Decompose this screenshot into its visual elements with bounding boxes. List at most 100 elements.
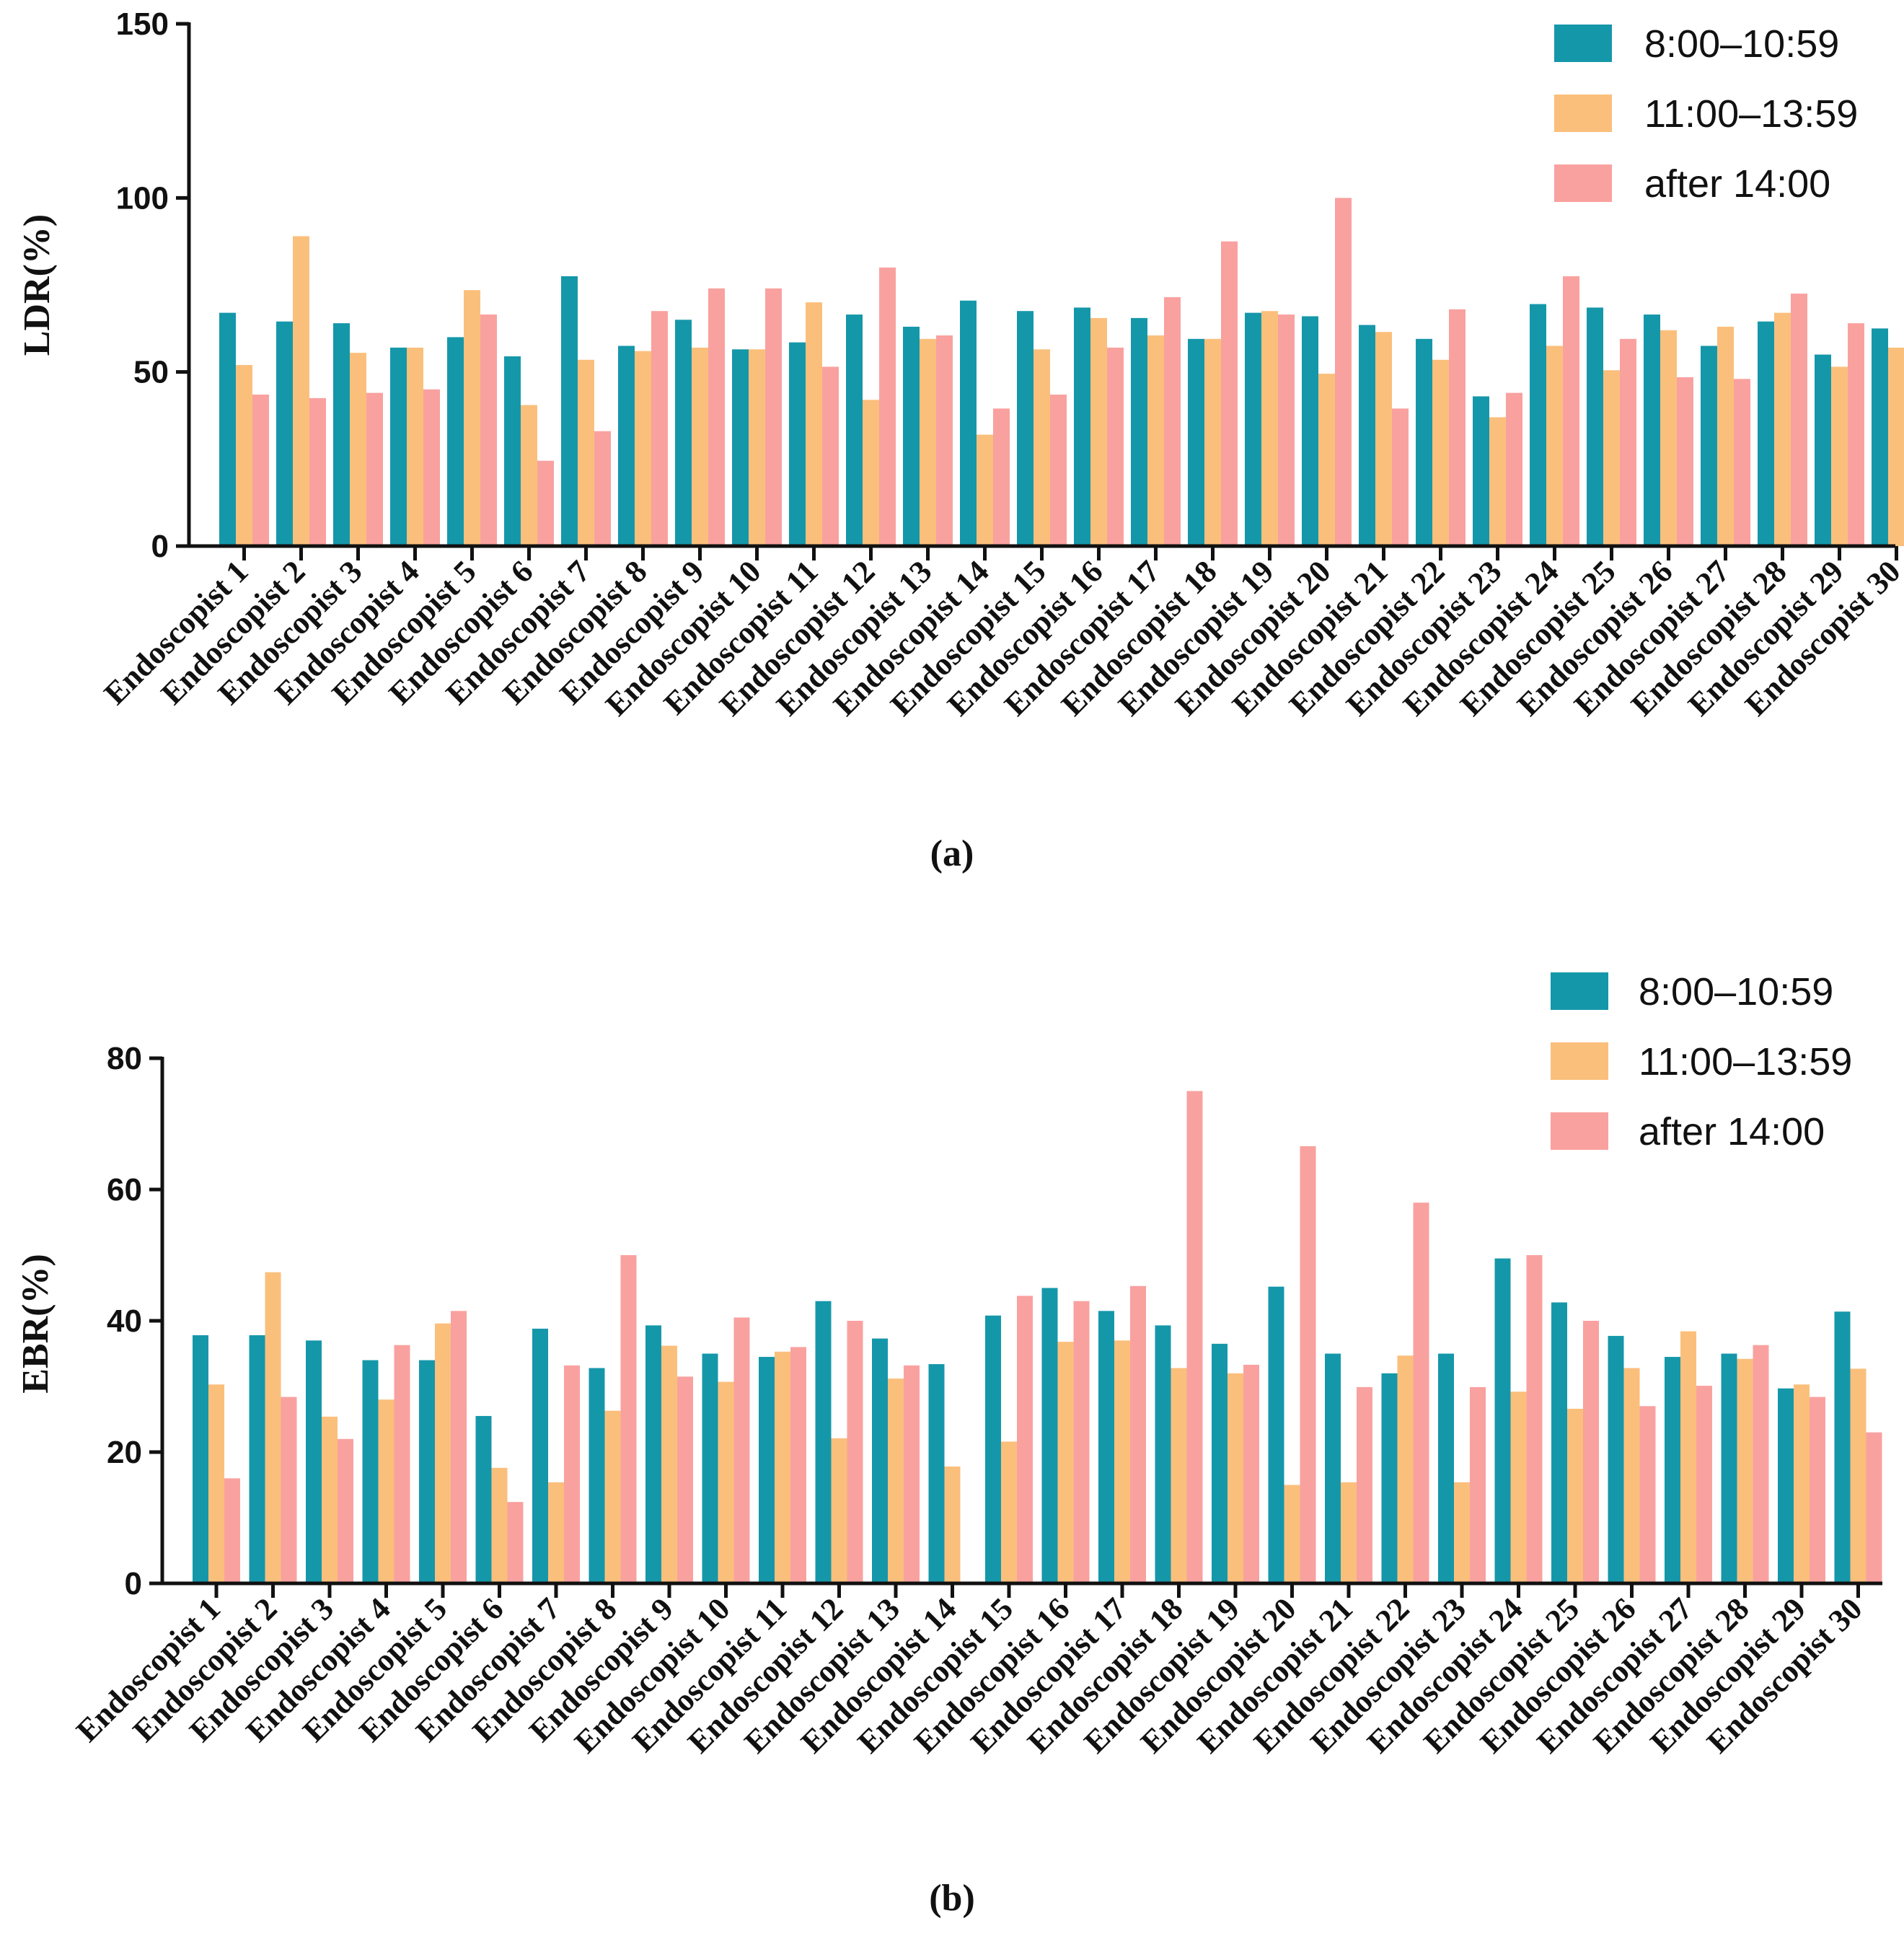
bar-afternoon-29 bbox=[1810, 1397, 1825, 1583]
bar-morning-5 bbox=[419, 1360, 435, 1583]
bar-afternoon-1 bbox=[224, 1478, 240, 1583]
bar-afternoon-1 bbox=[252, 395, 269, 546]
bar-midday-21 bbox=[1375, 332, 1392, 546]
bar-afternoon-5 bbox=[480, 315, 497, 546]
bar-afternoon-3 bbox=[366, 392, 383, 546]
bar-midday-28 bbox=[1774, 312, 1791, 546]
bar-afternoon-23 bbox=[1506, 392, 1522, 546]
bar-morning-16 bbox=[1074, 307, 1090, 546]
bar-midday-4 bbox=[378, 1399, 395, 1583]
bar-midday-3 bbox=[322, 1416, 338, 1583]
y-tick-label: 40 bbox=[107, 1303, 142, 1339]
bar-morning-13 bbox=[872, 1338, 888, 1583]
bar-morning-8 bbox=[618, 346, 635, 546]
bar-morning-16 bbox=[1041, 1288, 1058, 1583]
bar-afternoon-17 bbox=[1164, 296, 1181, 546]
bar-midday-6 bbox=[491, 1467, 508, 1583]
bar-afternoon-13 bbox=[936, 335, 953, 546]
bar-afternoon-25 bbox=[1583, 1321, 1599, 1583]
bar-morning-23 bbox=[1438, 1353, 1454, 1583]
bar-midday-26 bbox=[1660, 330, 1677, 546]
bar-morning-18 bbox=[1188, 338, 1204, 546]
legend-label: 11:00–13:59 bbox=[1639, 1040, 1852, 1083]
bar-midday-10 bbox=[718, 1381, 734, 1583]
legend-label: after 14:00 bbox=[1639, 1110, 1825, 1153]
bar-afternoon-26 bbox=[1677, 377, 1693, 546]
bar-afternoon-2 bbox=[309, 397, 326, 546]
bar-morning-20 bbox=[1302, 316, 1318, 546]
bar-afternoon-22 bbox=[1449, 309, 1466, 546]
bar-afternoon-10 bbox=[733, 1317, 750, 1583]
bar-midday-10 bbox=[749, 349, 765, 546]
legend-swatch-morning bbox=[1551, 972, 1608, 1010]
bar-afternoon-26 bbox=[1639, 1406, 1656, 1583]
bar-morning-24 bbox=[1494, 1258, 1511, 1583]
bar-afternoon-20 bbox=[1300, 1146, 1316, 1583]
bar-midday-2 bbox=[265, 1272, 281, 1583]
bar-morning-11 bbox=[789, 342, 806, 546]
legend-swatch-midday bbox=[1551, 1042, 1608, 1080]
bar-morning-24 bbox=[1530, 304, 1546, 546]
bar-midday-19 bbox=[1228, 1373, 1243, 1583]
bar-midday-18 bbox=[1171, 1368, 1187, 1583]
bar-afternoon-8 bbox=[651, 311, 668, 546]
bar-morning-28 bbox=[1758, 321, 1774, 546]
bar-morning-17 bbox=[1131, 317, 1147, 546]
bar-afternoon-22 bbox=[1413, 1202, 1429, 1583]
bar-midday-26 bbox=[1623, 1368, 1640, 1583]
y-tick-label: 60 bbox=[107, 1172, 142, 1208]
bar-morning-4 bbox=[362, 1360, 379, 1583]
y-tick-label: 50 bbox=[133, 355, 169, 390]
bar-afternoon-17 bbox=[1130, 1285, 1146, 1583]
bar-morning-19 bbox=[1245, 312, 1261, 546]
bar-morning-6 bbox=[475, 1415, 492, 1583]
bar-morning-22 bbox=[1381, 1373, 1398, 1583]
bar-morning-23 bbox=[1473, 396, 1489, 546]
bar-afternoon-14 bbox=[993, 408, 1010, 546]
bar-midday-11 bbox=[806, 302, 822, 546]
bar-afternoon-5 bbox=[451, 1311, 467, 1583]
bar-midday-19 bbox=[1261, 311, 1278, 546]
bar-midday-30 bbox=[1850, 1368, 1866, 1583]
bar-afternoon-12 bbox=[879, 267, 896, 546]
bar-morning-5 bbox=[447, 337, 464, 546]
bar-morning-29 bbox=[1778, 1388, 1794, 1583]
bar-morning-9 bbox=[645, 1325, 661, 1583]
bar-midday-15 bbox=[1033, 349, 1050, 546]
bar-morning-22 bbox=[1416, 338, 1432, 546]
bar-midday-29 bbox=[1831, 366, 1848, 546]
y-tick-label: 80 bbox=[107, 1041, 142, 1076]
bar-midday-22 bbox=[1432, 359, 1449, 546]
bar-midday-8 bbox=[604, 1410, 621, 1583]
y-tick-label: 0 bbox=[125, 1566, 142, 1601]
bar-morning-30 bbox=[1834, 1311, 1851, 1583]
bar-midday-1 bbox=[236, 365, 252, 546]
legend-swatch-afternoon bbox=[1551, 1112, 1608, 1150]
bar-midday-3 bbox=[350, 353, 366, 546]
bar-afternoon-24 bbox=[1526, 1255, 1543, 1583]
bar-afternoon-6 bbox=[507, 1502, 524, 1583]
legend-label: 8:00–10:59 bbox=[1639, 970, 1833, 1014]
legend-label: 8:00–10:59 bbox=[1644, 22, 1839, 66]
bar-midday-11 bbox=[775, 1351, 790, 1583]
bar-morning-13 bbox=[903, 326, 920, 546]
bar-midday-14 bbox=[944, 1467, 961, 1583]
bar-morning-7 bbox=[561, 276, 578, 546]
bar-midday-15 bbox=[1001, 1441, 1017, 1583]
bar-midday-30 bbox=[1888, 347, 1904, 546]
bar-morning-27 bbox=[1665, 1357, 1680, 1583]
bar-morning-15 bbox=[985, 1315, 1001, 1583]
legend-swatch-midday bbox=[1554, 94, 1612, 132]
bar-afternoon-15 bbox=[1017, 1296, 1033, 1583]
bar-midday-16 bbox=[1090, 317, 1107, 546]
bar-midday-18 bbox=[1204, 338, 1221, 546]
bar-midday-17 bbox=[1114, 1340, 1130, 1583]
bar-morning-1 bbox=[193, 1335, 208, 1583]
bar-morning-25 bbox=[1587, 307, 1603, 546]
bar-midday-23 bbox=[1454, 1482, 1470, 1583]
bar-afternoon-28 bbox=[1791, 294, 1807, 546]
bar-afternoon-16 bbox=[1073, 1301, 1090, 1583]
bar-morning-29 bbox=[1815, 354, 1831, 546]
bar-morning-26 bbox=[1644, 315, 1660, 546]
bar-afternoon-27 bbox=[1734, 379, 1750, 546]
